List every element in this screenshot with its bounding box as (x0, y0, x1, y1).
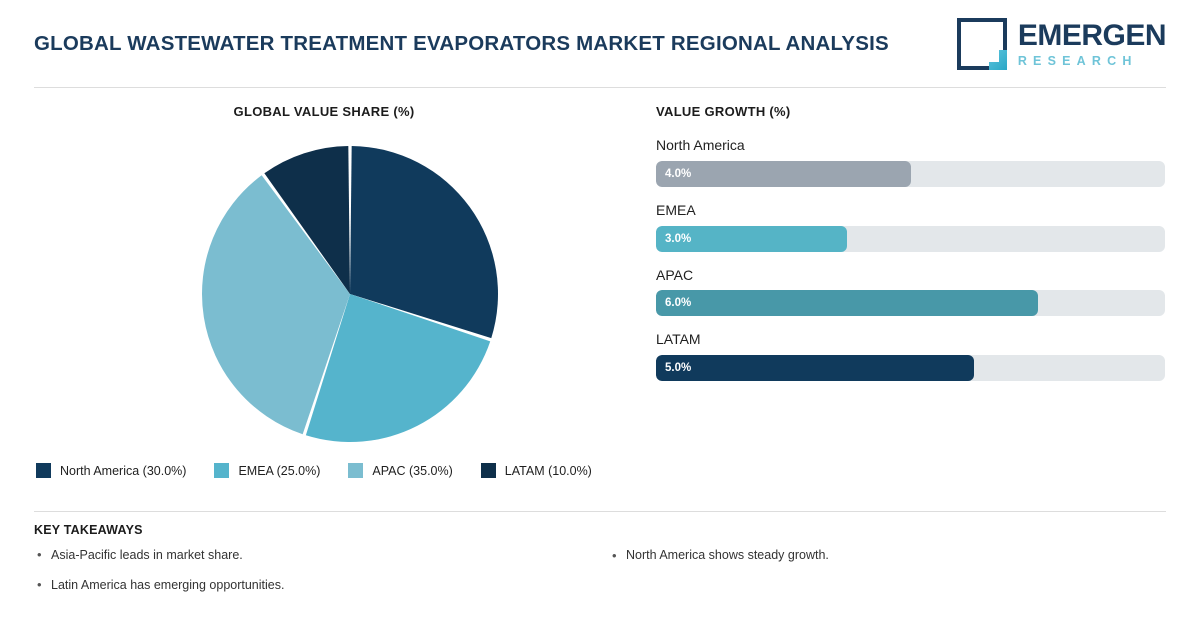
legend-item: LATAM (10.0%) (480, 463, 592, 478)
square-outline-logo-icon (956, 18, 1007, 70)
bar-category-label: APAC (656, 266, 694, 283)
bar-fill: 3.0% (656, 225, 847, 252)
bar-fill: 6.0% (656, 290, 1038, 317)
bar-fill: 5.0% (656, 355, 975, 382)
logo-name: EMERGEN (1017, 18, 1167, 52)
key-takeaways-section: KEY TAKEAWAYS Asia-Pacific leads in mark… (34, 523, 1166, 594)
logo-square-outline (956, 18, 1007, 70)
pie-chart (200, 144, 500, 444)
value-growth-bar-row: LATAM 5.0% (656, 331, 1166, 382)
key-takeaways-title: KEY TAKEAWAYS (34, 523, 143, 537)
value-growth-title: VALUE GROWTH (%) (656, 104, 791, 119)
legend-color-swatch (214, 463, 230, 478)
logo-wordmark: EMERGEN RESEARCH (1017, 18, 1167, 68)
pie-slice (350, 146, 499, 339)
key-takeaway-item: Latin America has emerging opportunities… (34, 576, 591, 594)
bar-category-label: North America (656, 137, 745, 153)
bar-track: 4.0% (656, 160, 1165, 187)
legend-item: EMEA (25.0%) (214, 463, 320, 478)
value-growth-bar-list: North America 4.0% EMEA 3.0% APAC 6.0% LATAM 5.… (656, 137, 1166, 382)
bar-category-label: EMEA (656, 201, 696, 218)
pie-slice (202, 175, 350, 435)
pie-slice (264, 146, 350, 294)
legend-label: LATAM (10.0%) (504, 463, 592, 478)
bar-category-label: LATAM (656, 331, 701, 348)
header-divider (34, 87, 1166, 88)
bar-fill: 4.0% (656, 160, 911, 187)
bar-value-label: 4.0% (665, 167, 692, 180)
key-takeaway-item: North America shows steady growth. (609, 546, 1166, 564)
bar-track: 3.0% (656, 225, 1165, 252)
legend-label: APAC (35.0%) (372, 463, 453, 478)
pie-slice (305, 294, 491, 443)
legend-color-swatch (36, 463, 51, 478)
bar-value-label: 3.0% (665, 232, 692, 245)
legend-item: APAC (35.0%) (348, 463, 453, 478)
legend-item: North America (30.0%) (36, 463, 186, 478)
key-takeaways-list: Asia-Pacific leads in market share. Latin… (34, 546, 1166, 594)
bar-track: 6.0% (656, 290, 1165, 317)
logo-square-inner (960, 22, 999, 62)
value-growth-bar-row: North America 4.0% (656, 137, 1166, 187)
page-header: GLOBAL WASTEWATER TREATMENT EVAPORATORS … (0, 0, 1200, 88)
value-growth-bar-row: EMEA 3.0% (656, 202, 1166, 252)
brand-logo: EMERGEN RESEARCH (956, 18, 1167, 70)
value-growth-panel: VALUE GROWTH (%) North America 4.0% EMEA 3.… (656, 104, 1166, 484)
legend-label: North America (30.0%) (60, 463, 187, 478)
legend-color-swatch (348, 463, 364, 478)
pie-chart-title: GLOBAL VALUE SHARE (%) (233, 104, 415, 119)
pie-chart-legend: North America (30.0%) EMEA (25.0%) APAC (3… (36, 463, 620, 478)
legend-label: EMEA (25.0%) (238, 463, 321, 478)
key-takeaway-item: Asia-Pacific leads in market share. (34, 546, 591, 564)
bar-value-label: 5.0% (665, 362, 692, 375)
bar-value-label: 6.0% (665, 297, 692, 310)
value-growth-bar-row: APAC 6.0% (656, 267, 1166, 317)
pie-chart-panel: GLOBAL VALUE SHARE (%) (34, 104, 614, 484)
takeaways-divider (34, 511, 1166, 512)
legend-color-swatch (480, 463, 496, 478)
bar-track: 5.0% (656, 355, 1165, 382)
page-title: GLOBAL WASTEWATER TREATMENT EVAPORATORS … (34, 31, 889, 55)
pie-chart-svg (202, 146, 499, 443)
logo-subtitle: RESEARCH (1017, 53, 1138, 68)
